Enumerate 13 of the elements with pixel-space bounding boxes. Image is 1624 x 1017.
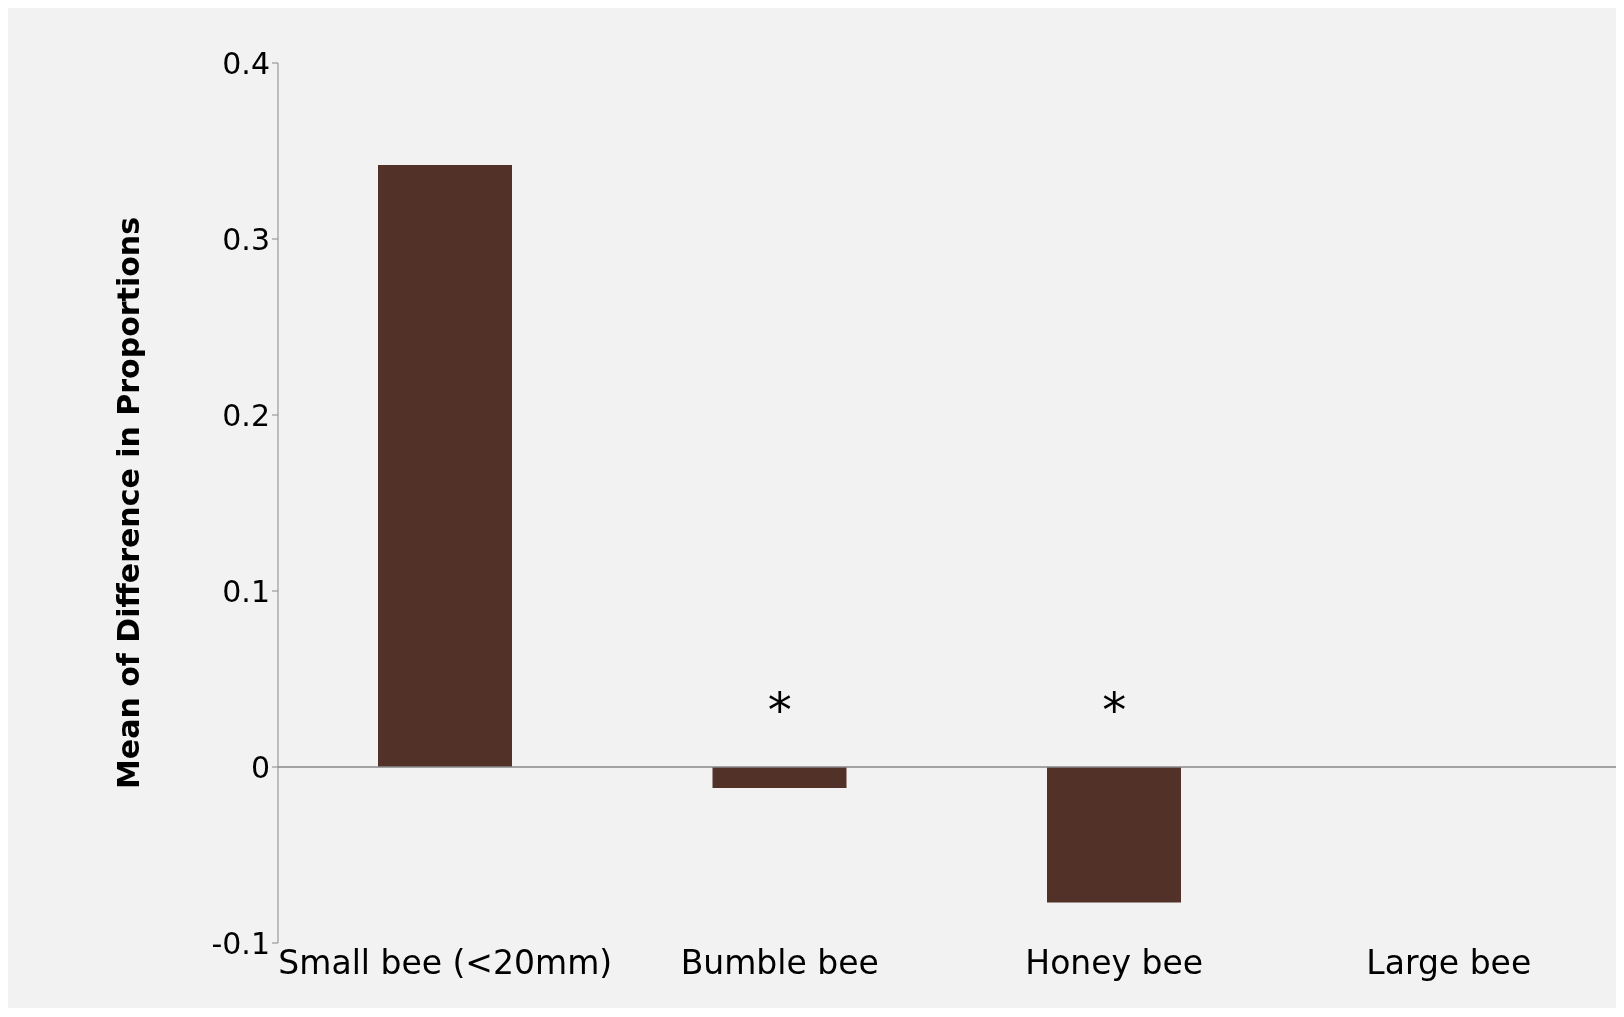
annotation: * xyxy=(767,682,792,738)
y-tick-label: -0.1 xyxy=(211,925,270,961)
y-tick-label: 0.1 xyxy=(222,573,270,609)
y-tick-label: 0 xyxy=(250,749,270,785)
y-tick-label: 0.2 xyxy=(222,397,270,433)
x-tick-label: Small bee (<20mm) xyxy=(278,943,613,983)
x-tick-label: Large bee xyxy=(1366,943,1532,983)
y-axis-title: Mean of Difference in Proportions xyxy=(110,216,146,790)
x-tick-label: Bumble bee xyxy=(680,943,879,983)
annotation: * xyxy=(1102,682,1127,738)
y-tick-label: 0.4 xyxy=(222,45,270,81)
x-tick-label: Honey bee xyxy=(1025,943,1204,983)
y-tick-label: 0.3 xyxy=(222,221,270,257)
